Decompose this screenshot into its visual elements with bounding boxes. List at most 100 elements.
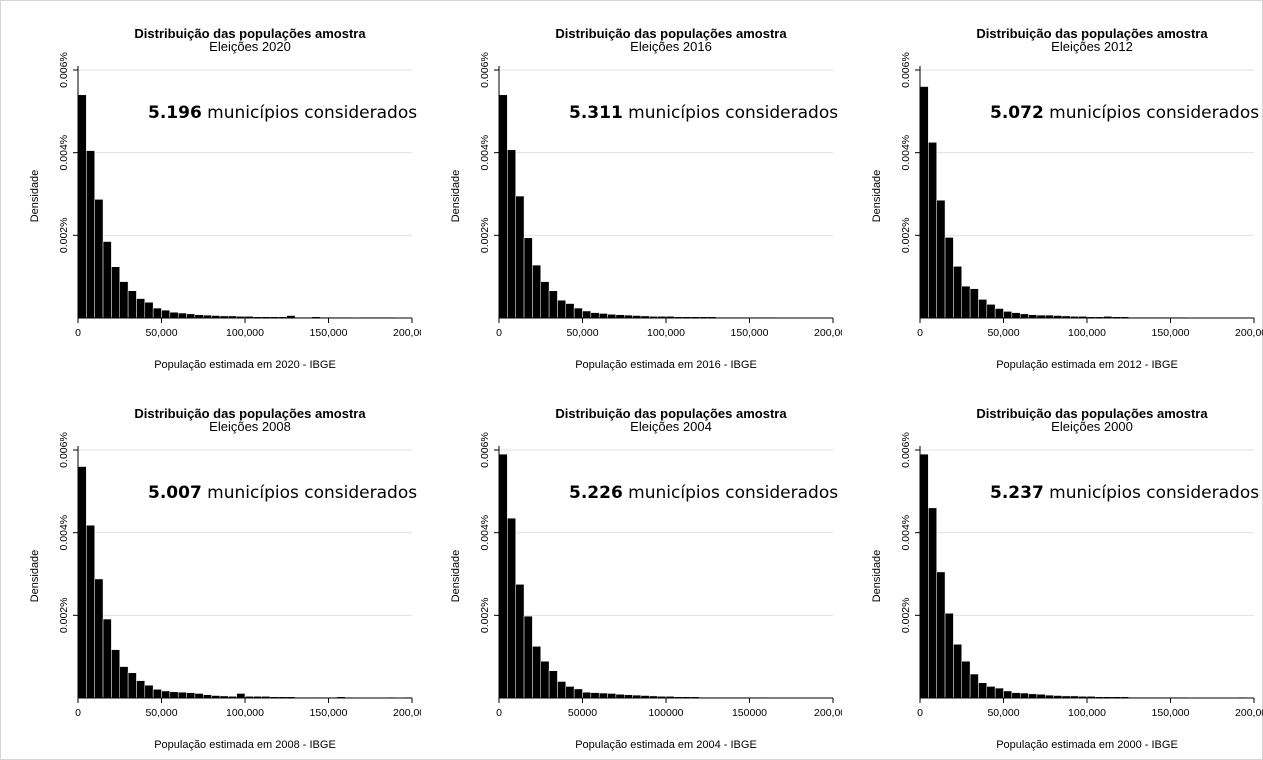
annotation-text: 5.072 municípios considerados xyxy=(990,103,1259,123)
histogram-bar xyxy=(127,290,137,319)
histogram-bar xyxy=(919,453,929,699)
y-axis-label: Densidade xyxy=(871,170,883,223)
y-tick-label: 0.006% xyxy=(58,52,70,88)
x-axis-label: População estimada em 2000 - IBGE xyxy=(996,739,1178,751)
x-tick-label: 0 xyxy=(496,327,502,339)
chart-svg: Distribuição das populações amostraEleiç… xyxy=(29,406,421,751)
annotation-label: municípios considerados xyxy=(202,483,417,503)
y-tick-label: 0.006% xyxy=(58,432,70,468)
x-tick-label: 150,000 xyxy=(310,327,348,339)
x-tick-label: 200,000 xyxy=(814,327,842,339)
chart-title: Distribuição das populações amostra xyxy=(555,406,787,421)
annotation-label: municípios considerados xyxy=(623,103,838,123)
x-tick-label: 200,000 xyxy=(1235,327,1263,339)
histogram-bar xyxy=(498,94,508,319)
histogram-bar xyxy=(102,241,112,319)
histogram-bar xyxy=(86,524,95,699)
chart-subtitle: Eleições 2012 xyxy=(1051,39,1133,54)
histogram-bar xyxy=(928,507,937,699)
annotation-number: 5.072 xyxy=(990,103,1044,123)
annotation-number: 5.237 xyxy=(990,483,1044,503)
y-tick-label: 0.002% xyxy=(900,218,912,254)
x-tick-label: 50000 xyxy=(568,707,597,719)
chart-svg: Distribuição das populações amostraEleiç… xyxy=(450,406,842,751)
histogram-bar xyxy=(515,195,525,319)
histogram-bar xyxy=(573,688,583,699)
x-tick-label: 50,000 xyxy=(145,707,177,719)
histogram-bar xyxy=(607,693,617,699)
histogram-bar xyxy=(77,94,87,319)
chart-panel: Distribuição das populações amostra Eleiç… xyxy=(842,380,1263,760)
histogram-bar xyxy=(119,281,129,319)
histogram-bar xyxy=(978,682,988,699)
chart-subtitle: Eleições 2000 xyxy=(1051,419,1133,434)
histogram-bar xyxy=(119,666,129,699)
y-tick-label: 0.002% xyxy=(900,598,912,634)
x-tick-label: 150,000 xyxy=(1152,327,1190,339)
histogram-bar xyxy=(102,618,112,699)
chart-panel: Distribuição das populações amostra Eleiç… xyxy=(421,0,842,380)
x-tick-label: 150,000 xyxy=(731,327,769,339)
y-axis-label: Densidade xyxy=(450,550,462,603)
chart-subtitle: Eleições 2016 xyxy=(630,39,712,54)
histogram-bar xyxy=(161,690,171,699)
chart-title: Distribuição das populações amostra xyxy=(134,26,366,41)
chart-subtitle: Eleições 2008 xyxy=(209,419,291,434)
annotation-number: 5.226 xyxy=(569,483,623,503)
annotation-label: municípios considerados xyxy=(623,483,838,503)
histogram-bar xyxy=(548,290,558,319)
y-tick-label: 0.006% xyxy=(479,52,491,88)
histogram-bar xyxy=(1028,693,1038,699)
histogram-bar xyxy=(515,584,525,699)
histogram-bar xyxy=(144,684,154,699)
histogram-bar xyxy=(523,237,533,319)
histogram-bar xyxy=(994,687,1004,699)
y-tick-label: 0.002% xyxy=(479,598,491,634)
x-tick-label: 50,000 xyxy=(987,707,1019,719)
annotation-text: 5.237 municípios considerados xyxy=(990,483,1259,503)
histogram-bar xyxy=(86,150,95,319)
y-tick-label: 0.002% xyxy=(58,598,70,634)
y-tick-label: 0.004% xyxy=(900,515,912,551)
x-tick-label: 100,000 xyxy=(1068,707,1106,719)
histogram-bar xyxy=(590,692,600,699)
histogram-bar xyxy=(1019,313,1029,319)
chart-svg: Distribuição das populações amostraEleiç… xyxy=(871,406,1263,751)
histogram-bar xyxy=(1019,692,1029,699)
histogram-bar xyxy=(127,672,137,699)
y-axis-label: Densidade xyxy=(29,550,41,603)
x-tick-label: 0 xyxy=(917,327,923,339)
x-tick-label: 100,000 xyxy=(647,327,685,339)
y-tick-label: 0.002% xyxy=(58,218,70,254)
histogram-bar xyxy=(557,299,567,319)
histogram-bar xyxy=(540,660,550,699)
y-tick-label: 0.004% xyxy=(479,515,491,551)
histogram-bar xyxy=(598,692,608,699)
histogram-bar xyxy=(953,266,963,319)
histogram-bar xyxy=(582,310,592,319)
histogram-bar xyxy=(236,693,246,699)
annotation-number: 5.007 xyxy=(148,483,202,503)
y-tick-label: 0.006% xyxy=(479,432,491,468)
x-tick-label: 100,000 xyxy=(1068,327,1106,339)
histogram-bar xyxy=(523,615,533,699)
chart-panel: Distribuição das populações amostra Eleiç… xyxy=(0,380,421,760)
y-axis-label: Densidade xyxy=(871,550,883,603)
histogram-bar xyxy=(944,237,954,319)
chart-panel: Distribuição das populações amostra Eleiç… xyxy=(0,0,421,380)
histogram-bar xyxy=(607,314,617,319)
histogram-bar xyxy=(507,517,516,699)
histogram-bar xyxy=(136,680,146,699)
histogram-bar xyxy=(507,149,516,319)
chart-title: Distribuição das populações amostra xyxy=(976,26,1208,41)
histogram-bar xyxy=(152,689,162,699)
chart-svg: Distribuição das populações amostraEleiç… xyxy=(450,26,842,371)
y-tick-label: 0.006% xyxy=(900,432,912,468)
x-tick-label: 200,000 xyxy=(814,707,842,719)
histogram-bar xyxy=(944,613,954,699)
histogram-bar xyxy=(1003,311,1013,319)
histogram-bar xyxy=(532,264,542,319)
x-tick-label: 200,000 xyxy=(393,707,421,719)
x-tick-label: 50,000 xyxy=(145,327,177,339)
x-tick-label: 0 xyxy=(496,707,502,719)
